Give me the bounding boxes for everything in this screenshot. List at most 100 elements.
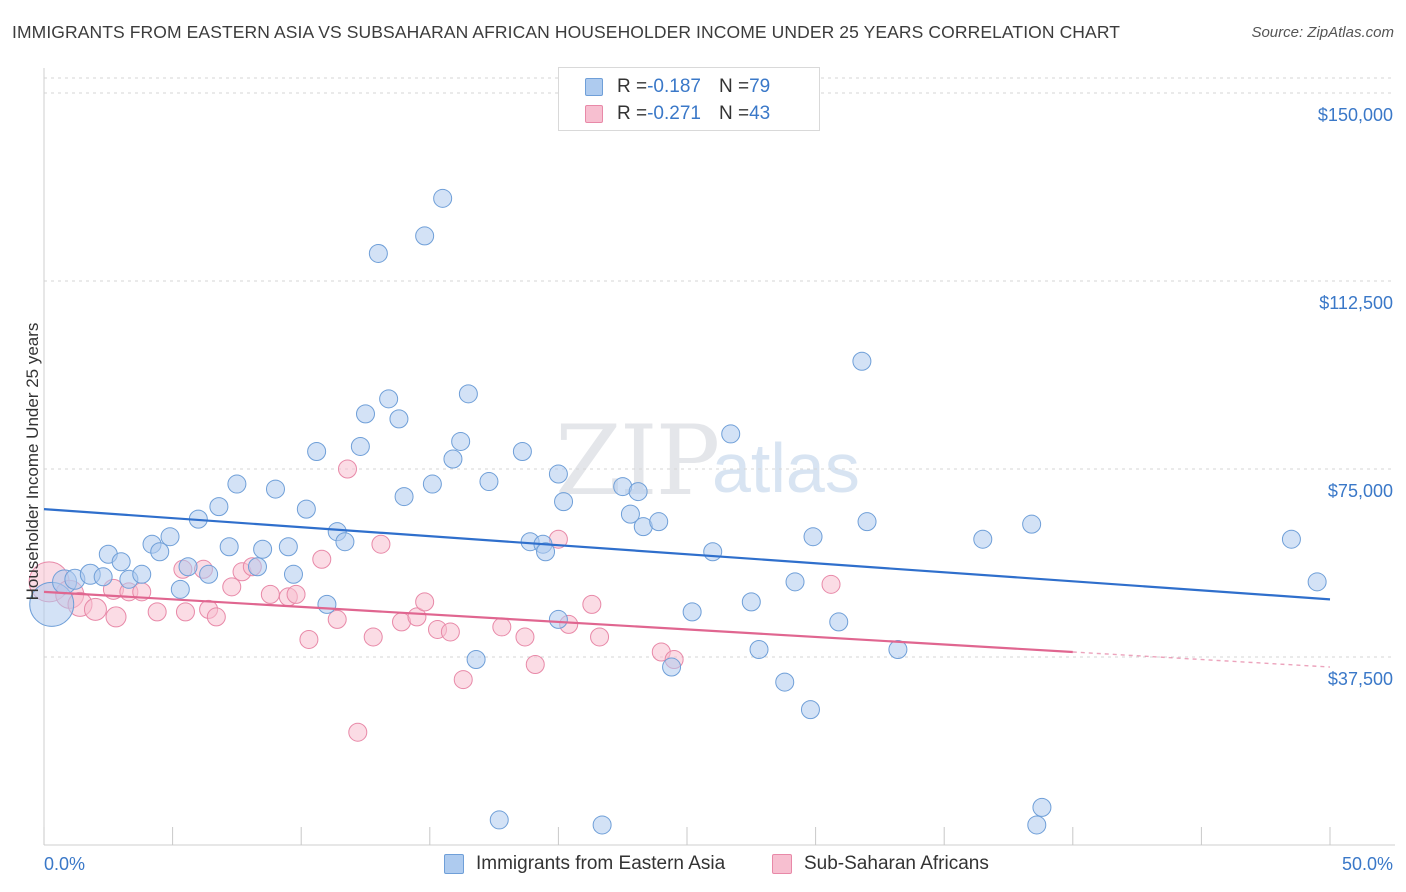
series-eastern-asia-points [29,188,1327,835]
point-eastern-asia [803,527,823,547]
point-eastern-asia [350,436,370,456]
chart-source: Source: ZipAtlas.com [1251,24,1394,41]
point-eastern-asia [466,650,486,670]
point-eastern-asia [247,557,267,577]
point-eastern-asia [548,609,568,629]
point-eastern-asia [512,441,532,461]
point-eastern-asia [1281,529,1301,549]
point-eastern-asia [458,384,478,404]
point-eastern-asia [265,479,285,499]
point-sub-saharan [147,602,167,622]
point-eastern-asia [489,810,509,830]
point-eastern-asia [548,464,568,484]
point-sub-saharan [515,627,535,647]
point-eastern-asia [283,564,303,584]
y-tick-label: $37,500 [1328,669,1393,689]
bottom-legend-sub-saharan: Sub-Saharan Africans [772,852,989,876]
point-eastern-asia [160,527,180,547]
point-sub-saharan [525,655,545,675]
chart-title: IMMIGRANTS FROM EASTERN ASIA VS SUBSAHAR… [12,22,1121,42]
point-sub-saharan [286,584,306,604]
point-eastern-asia [857,512,877,532]
grid-layer [44,77,1395,658]
point-eastern-asia [888,639,908,659]
legend-r-value: -0.271 [647,103,701,124]
point-eastern-asia [307,441,327,461]
point-eastern-asia [829,612,849,632]
point-eastern-asia [852,351,872,371]
point-eastern-asia [199,564,219,584]
point-sub-saharan [415,592,435,612]
point-sub-saharan [260,584,280,604]
trend-line-sub-saharan [43,590,1073,654]
bottom-legend-label-eastern-asia: Immigrants from Eastern Asia [476,853,726,874]
point-eastern-asia [368,243,388,263]
point-sub-saharan [312,549,332,569]
point-sub-saharan [299,629,319,649]
point-eastern-asia [800,700,820,720]
point-eastern-asia [433,188,453,208]
point-eastern-asia [536,542,556,562]
trend-line-eastern-asia [43,508,1331,601]
point-eastern-asia [389,409,409,429]
point-eastern-asia [749,639,769,659]
y-tick-label: $75,000 [1328,481,1393,501]
bottom-legend-swatch-pink [772,854,792,874]
bottom-legend-label-sub-saharan: Sub-Saharan Africans [804,853,989,874]
x-tick-label-min: 0.0% [44,854,85,874]
point-sub-saharan [492,617,512,637]
point-eastern-asia [132,564,152,584]
bottom-legend-swatch-blue [444,854,464,874]
point-eastern-asia [209,497,229,517]
series-sub-saharan-points [28,459,841,742]
point-sub-saharan [440,622,460,642]
point-sub-saharan [363,627,383,647]
point-eastern-asia [111,552,131,572]
point-eastern-asia [741,592,761,612]
point-eastern-asia [278,537,298,557]
bottom-legend-eastern-asia: Immigrants from Eastern Asia [444,852,725,876]
point-sub-saharan [337,459,357,479]
point-sub-saharan [348,722,368,742]
point-eastern-asia [394,487,414,507]
point-sub-saharan [590,627,610,647]
point-sub-saharan [175,602,195,622]
label-layer: $37,500 $75,000 $112,500 $150,000 0.0% 50.0% H… [23,105,1393,874]
point-eastern-asia [620,504,640,524]
point-eastern-asia [649,512,669,532]
y-tick-label: $112,500 [1319,293,1393,313]
legend-n-value: 43 [749,103,771,124]
point-eastern-asia [1022,514,1042,534]
point-sub-saharan [83,597,107,621]
y-axis-label: Householder Income Under 25 years [23,323,42,601]
point-eastern-asia [662,657,682,677]
point-eastern-asia [973,529,993,549]
legend-row-eastern-asia: R = -0.187 N = 79 [585,76,770,98]
point-sub-saharan [206,607,226,627]
legend-n-label: N = [718,103,750,124]
point-eastern-asia [415,226,435,246]
legend-r-label: R = [617,76,648,97]
point-eastern-asia [451,431,471,451]
legend-n-label: N = [718,76,750,97]
legend-swatch-pink [585,105,603,123]
point-eastern-asia [335,532,355,552]
point-sub-saharan [453,670,473,690]
point-eastern-asia [682,602,702,622]
point-eastern-asia [93,567,113,587]
point-eastern-asia [592,815,612,835]
point-eastern-asia [703,542,723,562]
legend-r-value: -0.187 [647,76,701,97]
point-eastern-asia [219,537,239,557]
legend-row-sub-saharan: R = -0.271 N = 43 [585,103,770,125]
point-eastern-asia [150,542,170,562]
point-eastern-asia [227,474,247,494]
point-eastern-asia [1027,815,1047,835]
x-tick-label-max: 50.0% [1342,854,1393,874]
point-eastern-asia [721,424,741,444]
correlation-legend: R = -0.187 N = 79 R = -0.271 N = 43 [558,67,820,131]
watermark-atlas: atlas [712,429,860,507]
point-sub-saharan [821,574,841,594]
point-sub-saharan [105,606,127,628]
